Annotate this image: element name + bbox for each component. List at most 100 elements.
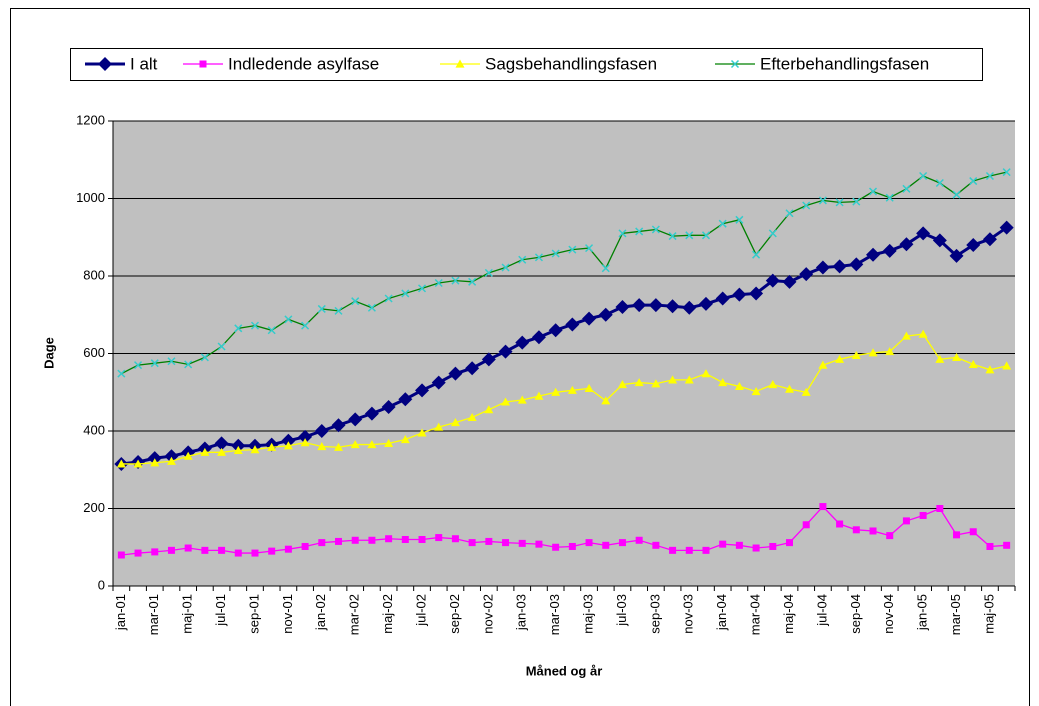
marker <box>98 57 112 71</box>
y-tick-label: 600 <box>83 345 105 360</box>
marker <box>735 541 743 549</box>
marker <box>669 546 677 554</box>
marker <box>317 442 327 451</box>
marker <box>200 353 209 362</box>
marker <box>818 196 827 205</box>
marker <box>502 539 510 547</box>
marker <box>450 417 460 427</box>
marker <box>551 249 560 258</box>
x-tick-label: sep-02 <box>447 594 462 634</box>
marker <box>935 354 945 363</box>
marker <box>815 260 830 275</box>
marker <box>932 233 947 248</box>
marker <box>548 323 563 338</box>
marker <box>953 531 961 539</box>
marker <box>314 424 329 438</box>
marker <box>435 534 443 542</box>
marker <box>918 329 928 338</box>
marker <box>634 378 644 387</box>
marker <box>718 378 728 387</box>
marker <box>935 178 944 188</box>
marker <box>866 247 881 262</box>
marker <box>752 544 760 552</box>
marker <box>367 303 376 312</box>
marker <box>702 546 710 554</box>
marker <box>214 436 229 451</box>
marker <box>985 171 994 181</box>
marker <box>184 544 192 552</box>
marker <box>348 412 363 427</box>
marker <box>902 517 910 525</box>
marker <box>534 253 543 262</box>
x-tick-label: jul-02 <box>413 594 428 627</box>
marker <box>969 177 978 186</box>
marker <box>868 348 878 357</box>
marker <box>886 532 894 540</box>
marker <box>284 545 292 553</box>
marker <box>384 438 394 447</box>
marker <box>635 227 644 236</box>
marker <box>552 543 560 551</box>
marker <box>117 551 125 559</box>
marker <box>682 300 697 315</box>
marker <box>233 445 243 454</box>
legend-box <box>70 48 983 81</box>
marker <box>818 360 828 369</box>
marker <box>147 451 162 466</box>
marker <box>986 542 994 550</box>
marker <box>584 383 594 392</box>
x-tick-label: sep-03 <box>647 594 662 634</box>
marker <box>134 549 142 557</box>
marker <box>250 445 260 454</box>
marker <box>668 375 678 384</box>
marker <box>381 399 396 414</box>
marker <box>234 549 242 557</box>
marker <box>684 375 694 384</box>
x-tick-label: nov-01 <box>280 594 295 634</box>
marker <box>701 231 711 240</box>
marker <box>765 273 780 288</box>
x-tick-label: sep-04 <box>848 594 863 634</box>
marker <box>902 184 911 193</box>
marker <box>732 287 747 302</box>
marker <box>719 540 727 548</box>
x-tick-label: jan-03 <box>514 594 529 631</box>
marker <box>518 255 527 264</box>
marker <box>301 542 309 550</box>
marker <box>298 429 313 444</box>
marker <box>615 300 630 314</box>
series-line <box>121 333 1007 465</box>
marker <box>231 438 246 453</box>
x-tick-label: jan-02 <box>313 594 328 631</box>
marker <box>665 299 680 314</box>
marker <box>852 526 860 534</box>
marker <box>535 540 543 548</box>
marker <box>668 232 677 241</box>
x-tick-label: maj-03 <box>580 594 595 634</box>
marker <box>201 546 209 554</box>
marker <box>134 361 143 370</box>
marker <box>698 296 713 311</box>
marker <box>969 528 977 536</box>
marker <box>769 542 777 550</box>
marker <box>117 369 126 378</box>
x-tick-label: nov-04 <box>881 594 896 634</box>
marker <box>701 369 711 378</box>
y-tick-label: 1200 <box>76 112 105 127</box>
marker <box>651 225 660 234</box>
marker <box>468 539 476 547</box>
x-tick-label: sep-01 <box>246 594 261 634</box>
marker <box>565 317 580 332</box>
series-line <box>121 171 1007 375</box>
marker <box>467 412 477 422</box>
marker <box>217 342 226 351</box>
marker <box>601 396 611 405</box>
marker <box>534 391 544 400</box>
marker <box>835 198 844 207</box>
x-tick-label: mar-02 <box>347 594 362 635</box>
marker <box>267 326 276 335</box>
marker <box>517 395 527 404</box>
marker <box>632 298 647 313</box>
marker <box>151 548 159 556</box>
